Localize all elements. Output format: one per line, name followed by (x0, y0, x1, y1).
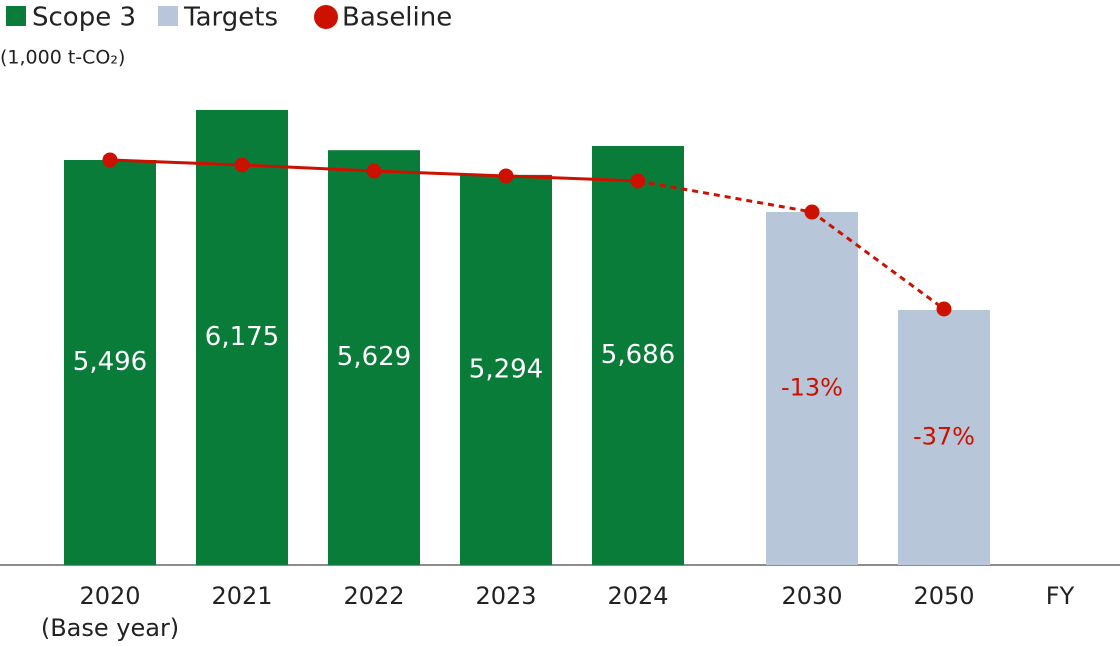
bar (64, 159, 156, 566)
y-axis-label: (1,000 t-CO₂) (0, 47, 125, 69)
bar (592, 145, 684, 565)
bar (898, 310, 990, 565)
bar (766, 212, 858, 565)
x-tick-label: 2022 (343, 582, 404, 610)
x-tick-label: 2050 (913, 582, 974, 610)
value-label: 5,686 (601, 340, 675, 370)
value-label: 6,175 (205, 322, 279, 352)
legend-swatch (158, 6, 178, 26)
x-axis-label: FY (1046, 582, 1075, 610)
reduction-label: -37% (913, 423, 975, 451)
baseline-marker (498, 168, 514, 184)
bar (328, 150, 420, 565)
legend-label: Scope 3 (32, 3, 136, 33)
baseline-marker (804, 204, 820, 220)
value-label: 5,629 (337, 342, 411, 372)
baseline-marker (234, 157, 250, 173)
value-label: 5,294 (469, 354, 543, 384)
baseline-marker (936, 301, 952, 317)
legend-swatch (314, 5, 338, 29)
legend-label: Targets (183, 3, 278, 33)
reduction-label: -13% (781, 374, 843, 402)
x-tick-label: 2020 (Base year) (41, 582, 179, 642)
x-tick-label: 2021 (211, 582, 272, 610)
x-tick-label: 2024 (607, 582, 668, 610)
x-tick-label: 2023 (475, 582, 536, 610)
baseline-marker (102, 152, 118, 168)
bar (460, 174, 552, 565)
bar (196, 109, 288, 565)
baseline-marker (630, 173, 646, 189)
baseline-marker (366, 163, 382, 179)
x-tick-label: 2030 (781, 582, 842, 610)
value-label: 5,496 (73, 347, 147, 377)
legend-label: Baseline (342, 3, 452, 33)
legend-swatch (6, 6, 26, 26)
